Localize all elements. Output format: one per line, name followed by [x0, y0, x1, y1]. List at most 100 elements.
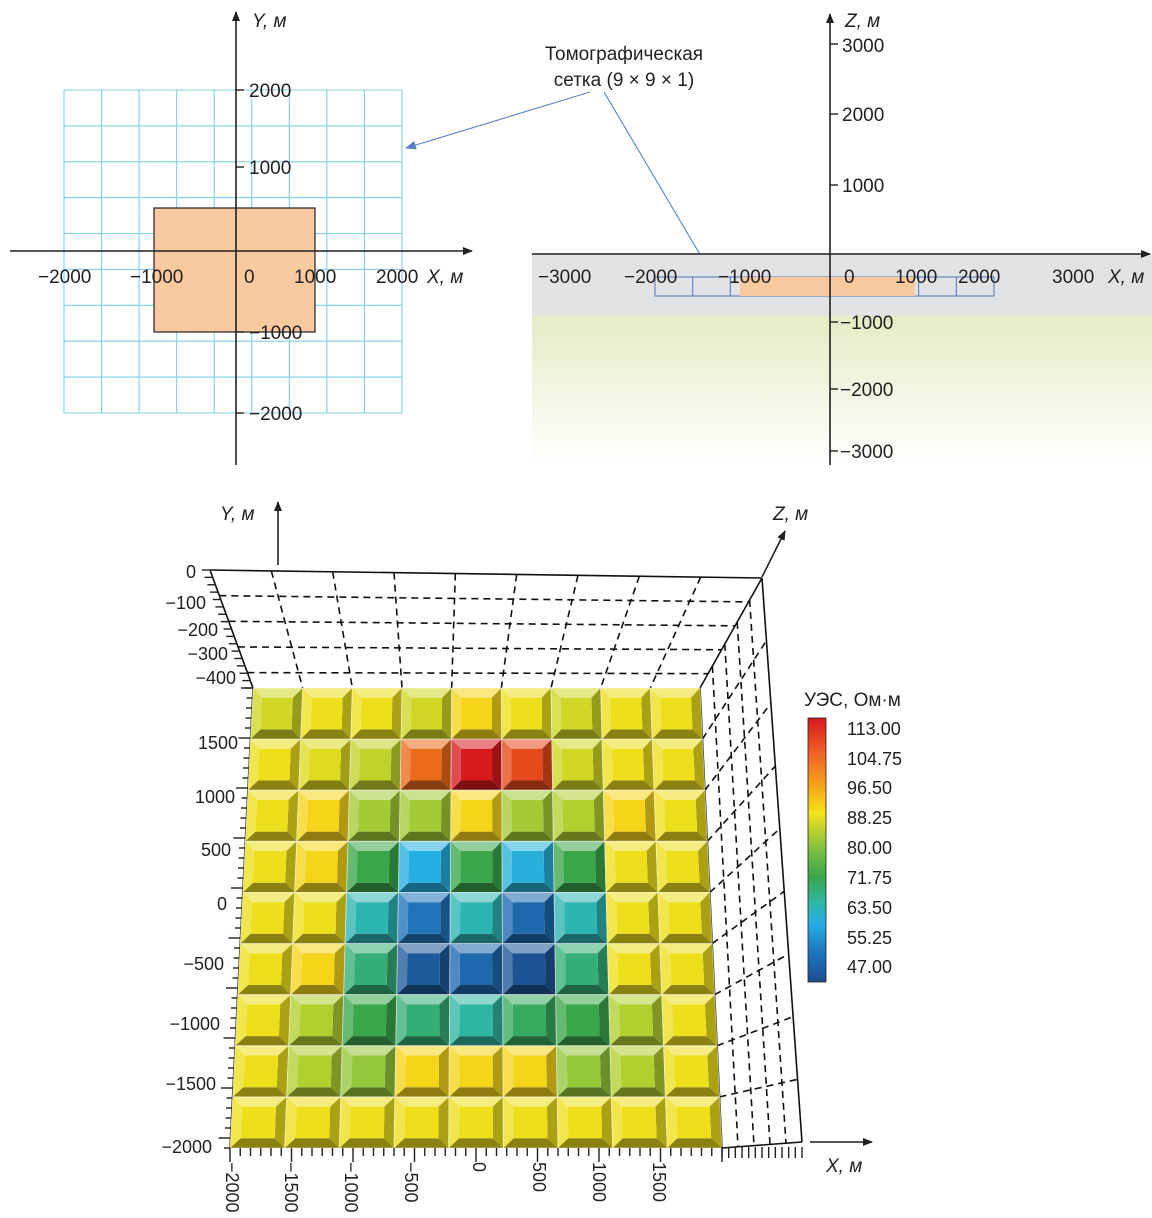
cell-face	[460, 1004, 493, 1036]
resistivity-cell	[339, 1097, 395, 1148]
wire-side-line	[720, 1079, 798, 1097]
resistivity-cell	[554, 892, 607, 943]
colorbar-label: 104.75	[847, 749, 902, 769]
resistivity-cell	[295, 841, 348, 892]
cell-face	[514, 1107, 548, 1139]
3d-y-tick-label: 0	[217, 894, 227, 914]
resistivity-cell	[609, 995, 664, 1046]
cell-face	[460, 800, 492, 832]
resistivity-cell	[652, 739, 705, 790]
cell-face	[460, 851, 492, 883]
cell-face	[616, 902, 649, 934]
cell-face	[351, 1056, 385, 1088]
cell-face	[309, 749, 341, 781]
3d-x-tick-label: −2000	[222, 1162, 242, 1213]
wire-depth-ring	[229, 621, 735, 626]
annotation-line-1: Томографическая	[545, 44, 703, 65]
cell-face	[622, 1107, 657, 1139]
wire-depth-line	[452, 574, 456, 688]
cell-face	[613, 800, 646, 832]
cell-face	[256, 800, 289, 832]
resistivity-cell	[250, 688, 302, 739]
3d-x-tick-label: −500	[401, 1162, 421, 1203]
3d-y-axis-label: Y, м	[220, 504, 255, 525]
resistivity-cell	[233, 1046, 289, 1097]
cell-face	[615, 851, 648, 883]
resistivity-cell	[557, 1097, 613, 1148]
annotation-line-2: сетка (9 × 9 × 1)	[554, 70, 694, 91]
cell-face	[670, 953, 704, 985]
colorbar-label: 47.00	[847, 957, 892, 977]
resistivity-cell	[341, 1046, 396, 1097]
cell-face	[561, 698, 593, 730]
cell-face	[564, 902, 597, 934]
cell-face	[512, 902, 545, 934]
resistivity-cell	[349, 739, 401, 790]
wire-side-ring	[737, 622, 770, 1144]
resistivity-cell	[556, 1046, 611, 1097]
cell-face	[460, 902, 493, 934]
resistivity-cell	[502, 790, 554, 841]
colorbar-label: 63.50	[847, 898, 892, 918]
wire-depth-line	[551, 575, 578, 688]
resistivity-cell	[501, 688, 552, 739]
cell-face	[303, 902, 336, 934]
resistivity-cell	[449, 995, 503, 1046]
resistivity-cell	[398, 841, 450, 892]
resistivity-cell	[556, 995, 610, 1046]
cell-face	[567, 1056, 601, 1088]
section-z-tick-label: 1000	[842, 176, 884, 197]
colorbar-label: 71.75	[847, 868, 892, 888]
3d-y-tick-label: −500	[183, 954, 224, 974]
cell-face	[359, 749, 391, 781]
cell-face	[562, 749, 594, 781]
annotation-leader-right	[604, 92, 708, 268]
plan-y-tick-label: −2000	[249, 404, 302, 425]
colorbar-title: УЭС, Ом·м	[804, 690, 901, 711]
resistivity-cell	[602, 739, 654, 790]
plan-y-axis-label: Y, м	[252, 11, 287, 32]
wire-side-line	[717, 1017, 793, 1046]
3d-x-tick-label: −1000	[341, 1162, 361, 1213]
cell-face	[408, 851, 440, 883]
resistivity-cell	[238, 944, 293, 995]
3d-z-tick-label: 0	[186, 562, 196, 582]
cell-face	[411, 698, 442, 730]
wire-depth-ring	[219, 596, 748, 602]
wire-depth-line	[333, 572, 353, 688]
resistivity-cell	[451, 739, 502, 790]
wire-side-line	[715, 954, 789, 995]
section-x-axis-label: X, м	[1107, 267, 1144, 288]
cell-face	[664, 800, 697, 832]
wire-side-line	[702, 641, 766, 739]
plan-x-tick-label: 2000	[376, 267, 418, 288]
wire-depth-ring	[247, 673, 708, 674]
cell-face	[513, 1004, 546, 1036]
resistivity-cell	[291, 944, 345, 995]
resistivity-cell	[552, 739, 604, 790]
cell-face	[243, 1056, 278, 1088]
resistivity-cell	[399, 790, 451, 841]
cell-face	[666, 851, 699, 883]
plan-y-tick-label: 2000	[249, 81, 291, 102]
3d-y-tick-label: −1500	[165, 1074, 216, 1094]
cell-face	[251, 902, 285, 934]
cell-face	[513, 953, 546, 985]
resistivity-cell	[605, 841, 658, 892]
resistivity-cell	[293, 892, 347, 943]
resistivity-cell	[502, 892, 555, 943]
section-z-tick-label: −1000	[840, 313, 893, 334]
cell-face	[460, 953, 493, 985]
resistivity-cell	[248, 739, 301, 790]
section-x-tick-label: 3000	[1052, 267, 1094, 288]
cell-face	[511, 749, 543, 781]
section-z-tick-label: 3000	[842, 36, 884, 57]
grid-annotation: Томографическая сетка (9 × 9 × 1)	[406, 44, 708, 268]
cell-face	[676, 1107, 711, 1139]
resistivity-cell	[502, 944, 555, 995]
resistivity-cell	[503, 1097, 558, 1148]
cell-face	[660, 698, 692, 730]
cell-face	[355, 902, 388, 934]
3d-z-tick-label: −400	[195, 668, 236, 688]
resistivity-cell	[502, 739, 553, 790]
